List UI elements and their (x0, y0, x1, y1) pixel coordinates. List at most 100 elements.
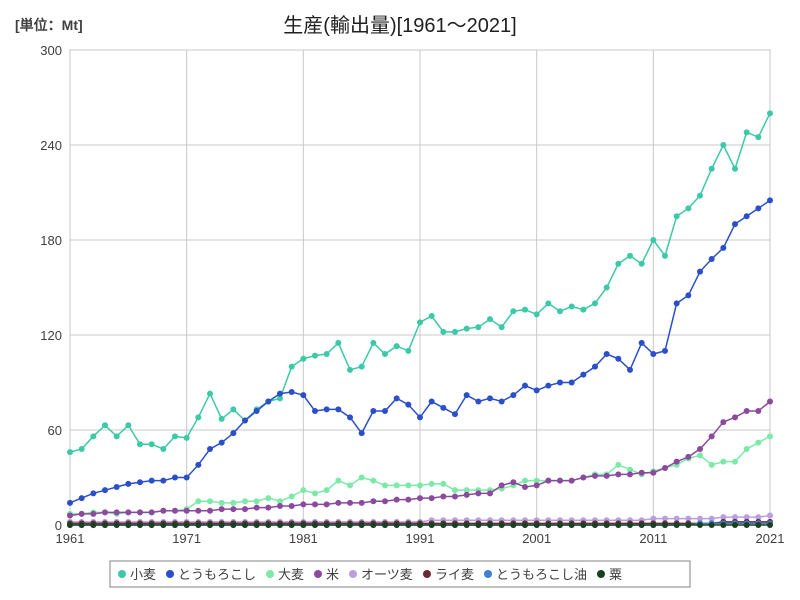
series-marker (475, 324, 481, 330)
series-marker (744, 446, 750, 452)
series-marker (685, 205, 691, 211)
series-marker (230, 430, 236, 436)
series-marker (732, 459, 738, 465)
series-marker (720, 419, 726, 425)
series-marker (674, 300, 680, 306)
series-marker (615, 522, 621, 528)
series-marker (557, 478, 563, 484)
x-tick-label: 1991 (406, 531, 435, 546)
series-marker (137, 509, 143, 515)
series-marker (732, 522, 738, 528)
series-marker (697, 193, 703, 199)
series-marker (289, 522, 295, 528)
series-marker (172, 475, 178, 481)
series-marker (697, 269, 703, 275)
series-marker (615, 462, 621, 468)
series-marker (662, 253, 668, 259)
x-tick-label: 2021 (756, 531, 785, 546)
y-tick-label: 240 (40, 138, 62, 153)
series-marker (452, 494, 458, 500)
series-marker (487, 395, 493, 401)
series-marker (755, 205, 761, 211)
series-marker (429, 481, 435, 487)
series-marker (522, 307, 528, 313)
series-marker (370, 340, 376, 346)
series-marker (767, 110, 773, 116)
series-marker (254, 498, 260, 504)
series-marker (650, 470, 656, 476)
series-marker (347, 522, 353, 528)
series-marker (732, 414, 738, 420)
series-marker (219, 506, 225, 512)
series-marker (149, 509, 155, 515)
series-marker (440, 494, 446, 500)
series-marker (382, 522, 388, 528)
series-marker (429, 495, 435, 501)
legend-label: 粟 (609, 567, 622, 582)
series-marker (184, 435, 190, 441)
series-marker (370, 498, 376, 504)
series-marker (405, 482, 411, 488)
series-marker (90, 433, 96, 439)
unit-label: [単位：Mt] (15, 17, 83, 33)
series-marker (265, 495, 271, 501)
series-marker (429, 522, 435, 528)
series-marker (300, 487, 306, 493)
series-marker (440, 522, 446, 528)
series-marker (382, 482, 388, 488)
series-marker (405, 497, 411, 503)
series-marker (767, 513, 773, 519)
series-marker (184, 475, 190, 481)
legend-label: ライ麦 (435, 567, 474, 582)
series-marker (265, 399, 271, 405)
series-marker (289, 503, 295, 509)
series-marker (312, 522, 318, 528)
series-marker (125, 522, 131, 528)
series-marker (744, 522, 750, 528)
series-marker (767, 197, 773, 203)
series-marker (499, 324, 505, 330)
series-marker (639, 261, 645, 267)
chart-svg: [単位：Mt]生産(輸出量)[1961～2021]196119711981199… (0, 0, 800, 600)
series-marker (300, 356, 306, 362)
series-marker (580, 522, 586, 528)
x-tick-label: 2011 (639, 531, 667, 546)
series-marker (569, 478, 575, 484)
series-marker (265, 505, 271, 511)
series-marker (580, 372, 586, 378)
series-marker (254, 505, 260, 511)
series-marker (370, 522, 376, 528)
series-marker (534, 311, 540, 317)
series-marker (604, 473, 610, 479)
series-marker (195, 414, 201, 420)
series-marker (370, 408, 376, 414)
series-marker (709, 256, 715, 262)
series-marker (697, 452, 703, 458)
series-marker (639, 340, 645, 346)
legend-label: 米 (326, 567, 339, 582)
series-marker (359, 475, 365, 481)
series-marker (464, 522, 470, 528)
series-marker (440, 405, 446, 411)
series-marker (650, 522, 656, 528)
series-marker (592, 300, 598, 306)
series-marker (487, 522, 493, 528)
legend-label: とうもろこし油 (496, 567, 587, 582)
series-marker (417, 414, 423, 420)
series-marker (324, 406, 330, 412)
series-marker (277, 503, 283, 509)
x-tick-label: 1981 (289, 531, 318, 546)
y-tick-label: 120 (40, 328, 62, 343)
series-marker (510, 479, 516, 485)
series-marker (79, 446, 85, 452)
series-marker (569, 522, 575, 528)
series-marker (102, 509, 108, 515)
series-marker (650, 351, 656, 357)
series-marker (534, 387, 540, 393)
series-marker (137, 522, 143, 528)
series-marker (405, 522, 411, 528)
series-marker (697, 446, 703, 452)
series-marker (522, 383, 528, 389)
series-marker (312, 501, 318, 507)
series-marker (195, 462, 201, 468)
